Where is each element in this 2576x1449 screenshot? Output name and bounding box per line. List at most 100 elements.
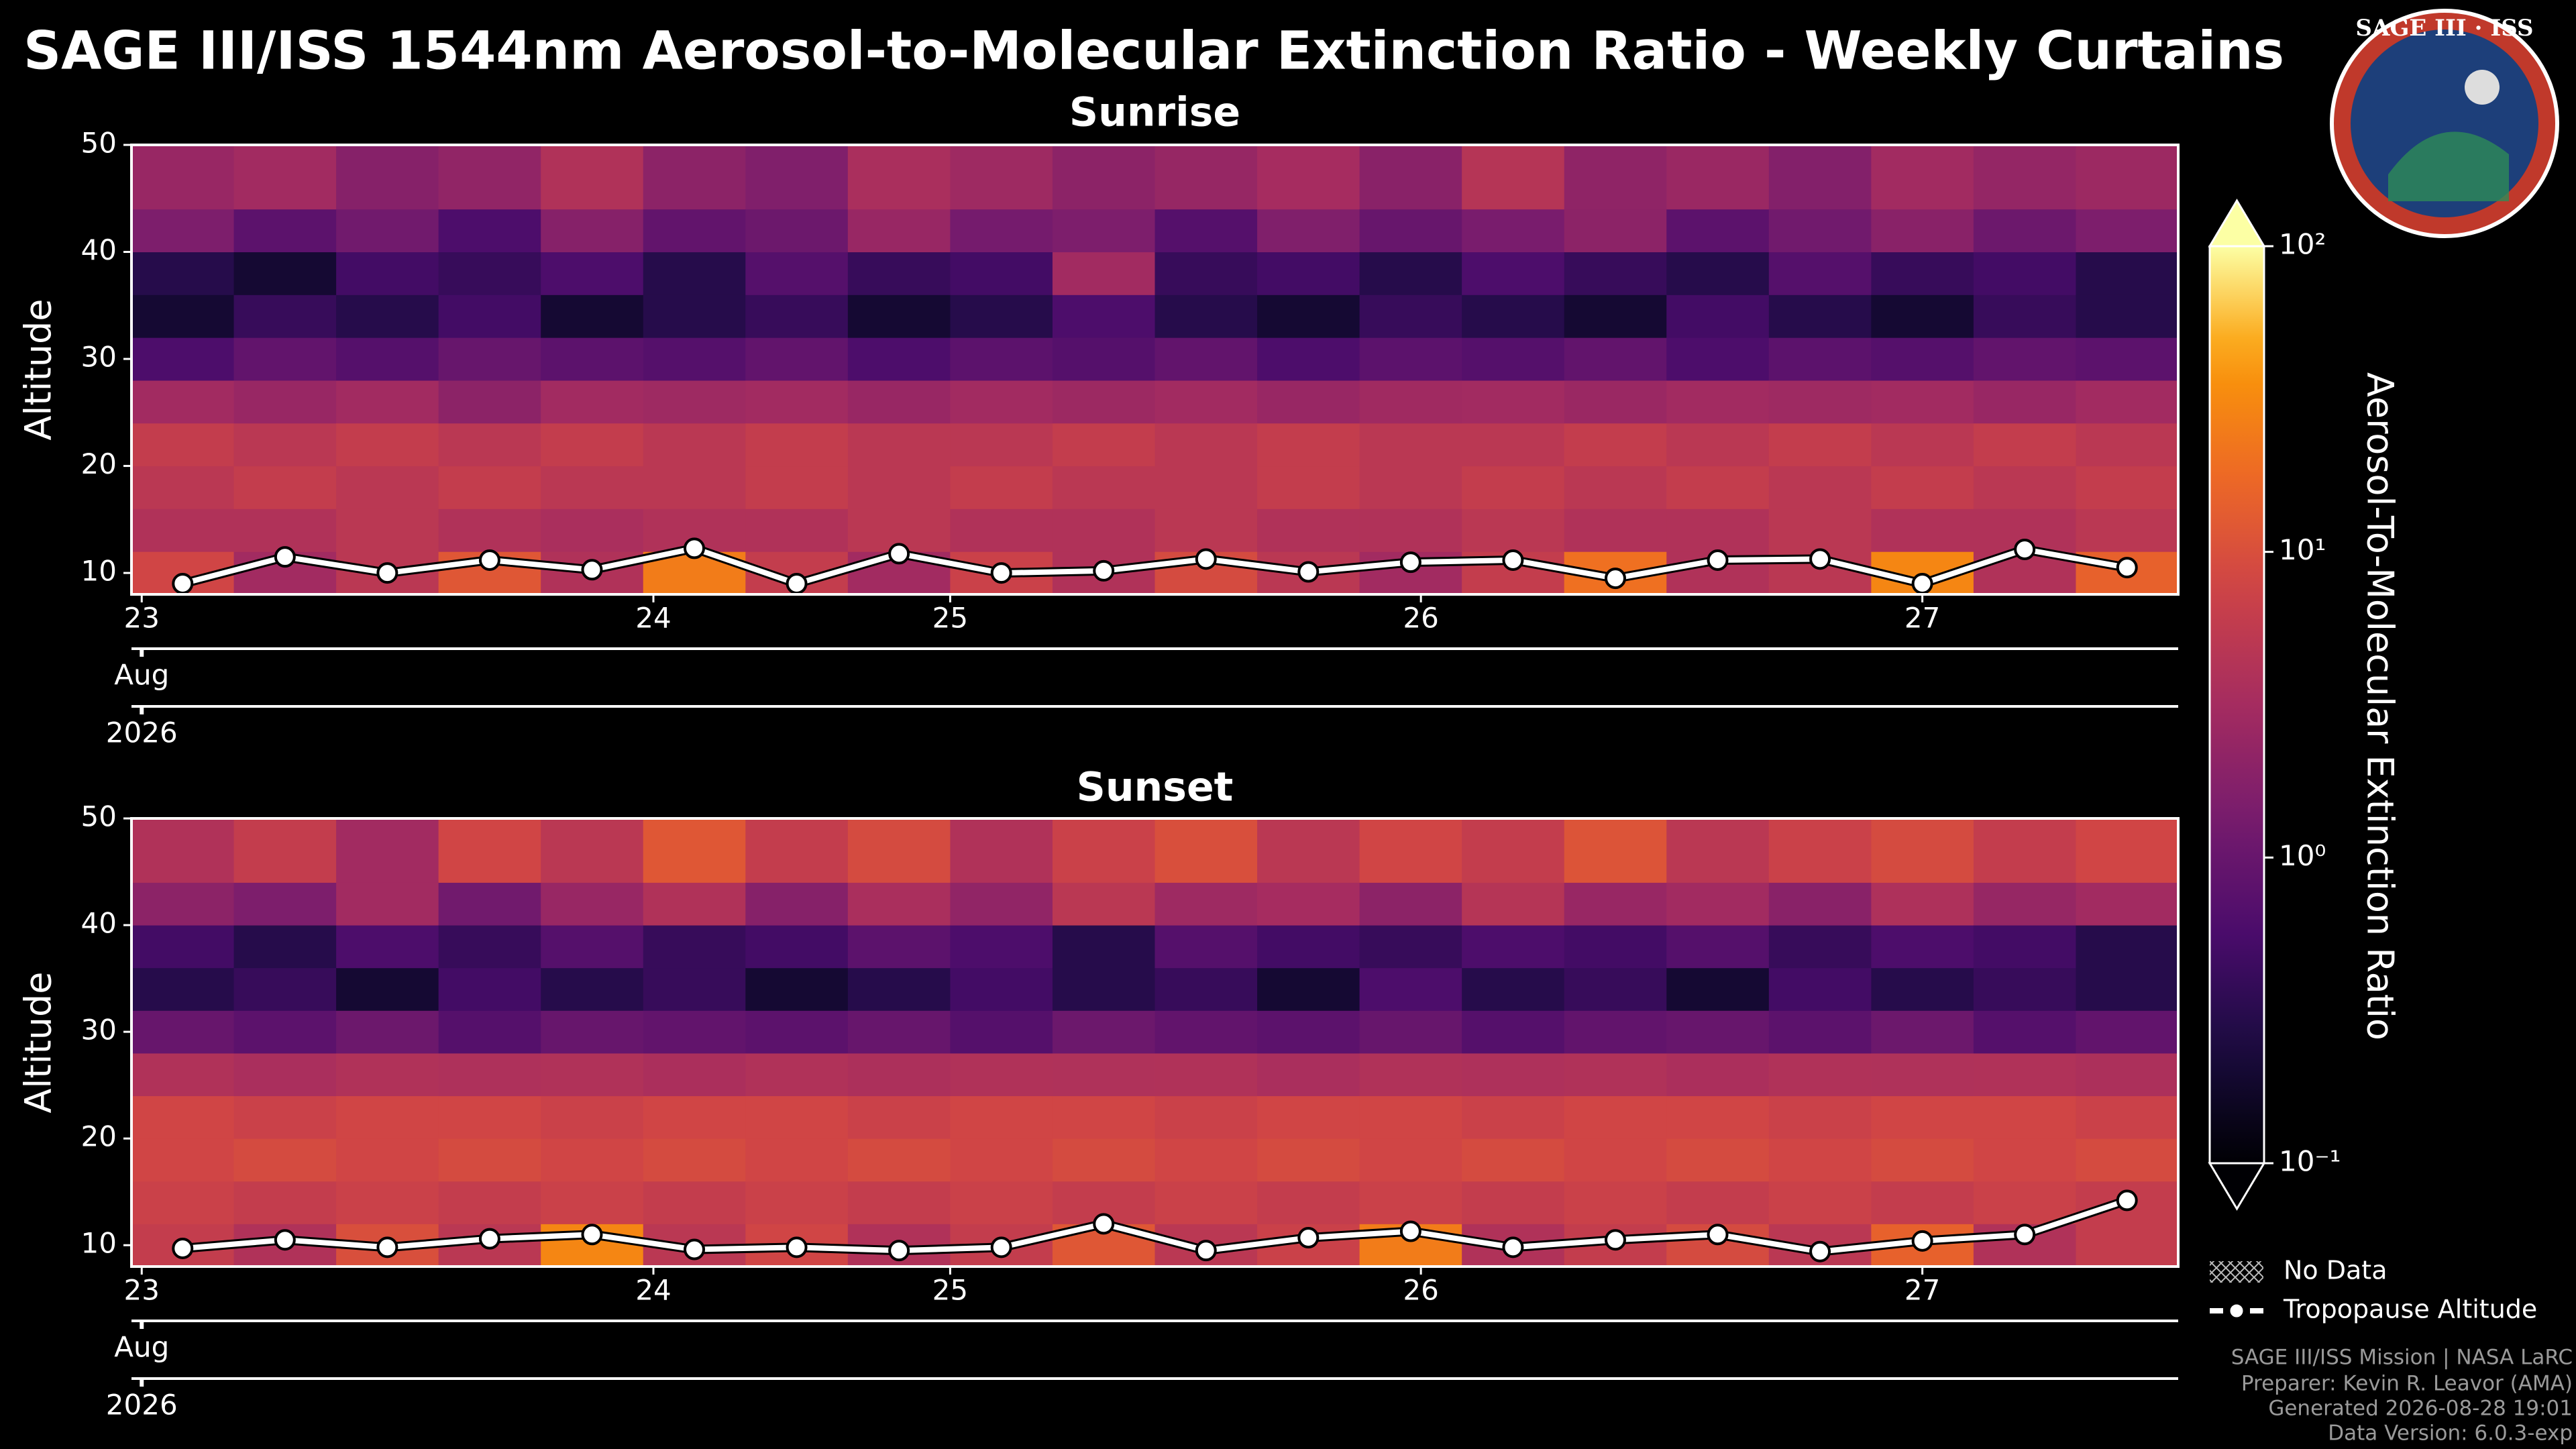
heatmap-cell bbox=[950, 209, 1053, 253]
heatmap-cell bbox=[233, 466, 337, 509]
heatmap-cell bbox=[1052, 1138, 1155, 1182]
heatmap-cell bbox=[1052, 925, 1155, 969]
heatmap-cell bbox=[131, 1095, 235, 1139]
heatmap-cell bbox=[541, 1138, 644, 1182]
heatmap-cell bbox=[643, 1138, 746, 1182]
y-tick-label: 50 bbox=[81, 800, 117, 833]
heatmap-cell bbox=[1564, 145, 1667, 210]
heatmap-cell bbox=[1257, 145, 1360, 210]
logo-text: SAGE III · ISS bbox=[2355, 15, 2533, 42]
heatmap-cell bbox=[1155, 209, 1258, 253]
heatmap-cell bbox=[847, 1010, 951, 1054]
heatmap-cell bbox=[1768, 294, 1872, 338]
x-tick-label: 26 bbox=[1403, 602, 1438, 635]
heatmap-cell bbox=[1564, 818, 1667, 883]
heatmap-cell bbox=[336, 925, 439, 969]
heatmap-cell bbox=[745, 1138, 849, 1182]
y-tick-label: 30 bbox=[81, 341, 117, 374]
heatmap-cell bbox=[643, 252, 746, 295]
colorbar-tick-label: 10¹ bbox=[2279, 533, 2326, 566]
y-tick-label: 20 bbox=[81, 447, 117, 480]
heatmap-cell bbox=[233, 294, 337, 338]
heatmap-cell bbox=[1155, 252, 1258, 295]
tropopause-marker bbox=[1911, 1230, 1933, 1252]
heatmap-cell bbox=[233, 209, 337, 253]
heatmap-cell bbox=[745, 882, 849, 926]
heatmap-cell bbox=[1257, 967, 1360, 1011]
heatmap-cell bbox=[950, 818, 1053, 883]
tropopause-line bbox=[182, 1197, 2128, 1254]
tropopause-marker bbox=[990, 562, 1012, 584]
heatmap-cell bbox=[847, 380, 951, 424]
x-tick-label: 27 bbox=[1904, 602, 1940, 635]
heatmap-cell bbox=[438, 508, 541, 552]
date-axis-label: 2026 bbox=[106, 1389, 178, 1421]
heatmap-cell bbox=[1257, 818, 1360, 883]
heatmap-cell bbox=[745, 818, 849, 883]
heatmap-cell bbox=[2076, 1010, 2179, 1054]
heatmap-cell bbox=[1462, 145, 1565, 210]
colorbar-tick-label: 10⁰ bbox=[2279, 839, 2326, 872]
heatmap-cell bbox=[131, 1053, 235, 1097]
tropopause-marker bbox=[1604, 568, 1626, 590]
heatmap-cell bbox=[1462, 925, 1565, 969]
heatmap-cell bbox=[847, 1181, 951, 1224]
heatmap-cell bbox=[1564, 466, 1667, 509]
tropopause-marker bbox=[1399, 551, 1421, 574]
footer-line: Data Version: 6.0.3-exp bbox=[2328, 1421, 2573, 1446]
heatmap-cell bbox=[1666, 967, 1770, 1011]
heatmap-cell bbox=[336, 145, 439, 210]
heatmap-cell bbox=[1052, 294, 1155, 338]
tropopause-marker bbox=[1093, 559, 1115, 582]
heatmap-cell bbox=[1564, 882, 1667, 926]
heatmap-cell bbox=[1257, 1010, 1360, 1054]
heatmap-cell bbox=[1973, 294, 2076, 338]
heatmap-cell bbox=[643, 294, 746, 338]
heatmap-cell bbox=[1564, 337, 1667, 381]
heatmap-cell bbox=[233, 1095, 337, 1139]
heatmap-cell bbox=[745, 1095, 849, 1139]
heatmap-cell bbox=[1768, 252, 1872, 295]
heatmap-cell bbox=[847, 967, 951, 1011]
heatmap-cell bbox=[1359, 466, 1462, 509]
heatmap-cell bbox=[1359, 508, 1462, 552]
heatmap-cell bbox=[1462, 1010, 1565, 1054]
heatmap-cell bbox=[1666, 508, 1770, 552]
y-tick-label: 10 bbox=[81, 555, 117, 588]
heatmap-cell bbox=[438, 209, 541, 253]
heatmap-cell bbox=[438, 1181, 541, 1224]
heatmap-cell bbox=[1462, 818, 1565, 883]
heatmap-cell bbox=[233, 508, 337, 552]
footer: SAGE III/ISS Mission | NASA LaRC Prepare… bbox=[2231, 1346, 2573, 1446]
tropopause-marker bbox=[1399, 1220, 1421, 1242]
heatmap-cell bbox=[1564, 1053, 1667, 1097]
heatmap-cell bbox=[950, 252, 1053, 295]
heatmap-cell bbox=[1359, 818, 1462, 883]
heatmap-cell bbox=[1462, 337, 1565, 381]
heatmap-cell bbox=[1666, 1053, 1770, 1097]
heatmap-cell bbox=[1768, 1181, 1872, 1224]
heatmap-cell bbox=[1564, 967, 1667, 1011]
heatmap-cell bbox=[336, 209, 439, 253]
heatmap-cell bbox=[541, 294, 644, 338]
heatmap-cell bbox=[2076, 209, 2179, 253]
heatmap-cell bbox=[438, 925, 541, 969]
heatmap-cell bbox=[1564, 423, 1667, 467]
heatmap-cell bbox=[1871, 818, 1974, 883]
heatmap-cell bbox=[1871, 1053, 1974, 1097]
heatmap-cell bbox=[438, 818, 541, 883]
heatmap-cell bbox=[745, 252, 849, 295]
colorbar-tick-label: 10⁻¹ bbox=[2279, 1145, 2341, 1178]
heatmap-cell bbox=[847, 1095, 951, 1139]
heatmap-cell bbox=[745, 1181, 849, 1224]
heatmap-cell bbox=[541, 145, 644, 210]
heatmap-cell bbox=[2076, 294, 2179, 338]
heatmap-cell bbox=[233, 252, 337, 295]
heatmap-cell bbox=[438, 145, 541, 210]
heatmap-cell bbox=[131, 882, 235, 926]
heatmap-cell bbox=[950, 925, 1053, 969]
tropopause-marker bbox=[1707, 1224, 1729, 1246]
tropopause-marker bbox=[1809, 1240, 1831, 1263]
heatmap-cell bbox=[1871, 1095, 1974, 1139]
heatmap-cell bbox=[541, 209, 644, 253]
